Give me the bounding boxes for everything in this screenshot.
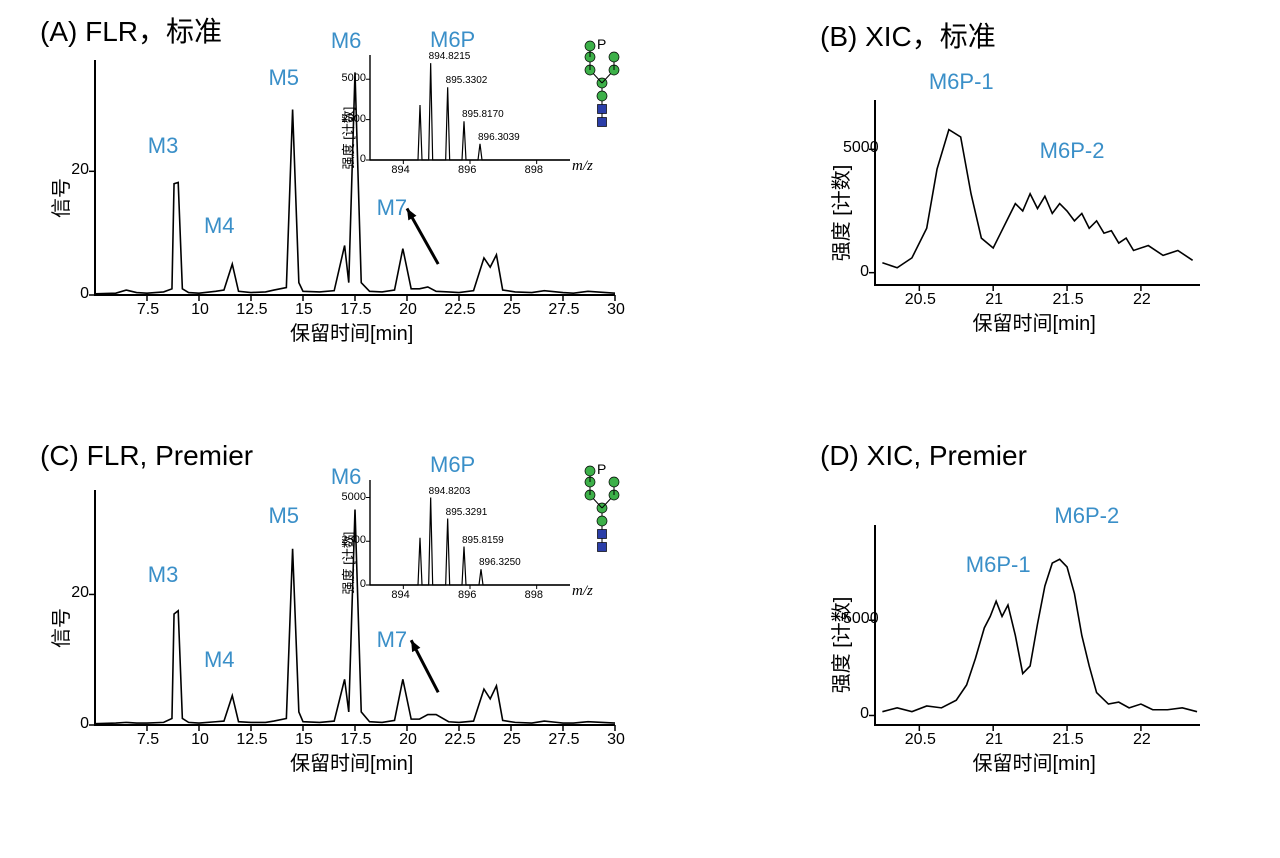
peak-label: M6P-2 <box>1054 503 1119 529</box>
peak-label: M6P-1 <box>966 552 1031 578</box>
x-axis-label: 保留时间[min] <box>973 747 1096 776</box>
chart-d-svg <box>0 0 1280 858</box>
